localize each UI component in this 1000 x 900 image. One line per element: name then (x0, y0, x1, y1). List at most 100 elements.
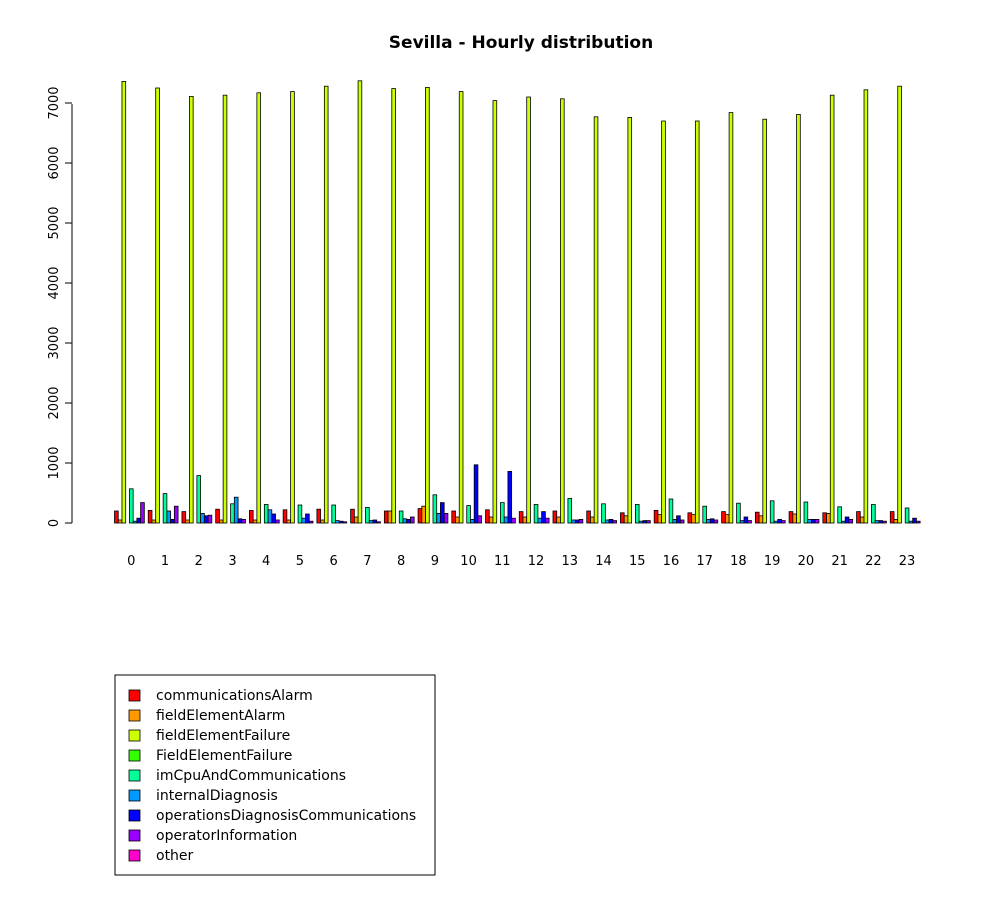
bar-imCpuAndCommunications (129, 488, 134, 524)
bar-operationsDiagnosisCommunications (709, 518, 715, 524)
bar-operatorInformation (511, 517, 516, 524)
bar-operationsDiagnosisCommunications (777, 519, 782, 524)
y-tick-label: 6000 (47, 146, 62, 179)
y-tick-label: 2000 (47, 386, 62, 419)
bar-operatorInformation (882, 520, 887, 524)
bar-operatorInformation (173, 505, 179, 524)
x-tick-label: 17 (696, 554, 713, 569)
x-tick-label: 23 (899, 554, 916, 569)
y-tick-label: 0 (47, 519, 62, 527)
bar-operatorInformation (544, 517, 550, 524)
bar-imCpuAndCommunications (702, 505, 707, 524)
bar-fieldElementAlarm (556, 516, 561, 524)
bar-internalDiagnosis (402, 518, 408, 524)
x-tick-label: 18 (730, 554, 747, 569)
bar-imCpuAndCommunications (230, 503, 235, 524)
bar-internalDiagnosis (200, 513, 205, 524)
legend-label-operatorInformation: operatorInformation (156, 828, 297, 844)
bar-communicationsAlarm (687, 512, 693, 524)
y-tick-label: 7000 (47, 86, 62, 119)
bar-fieldElementAlarm (826, 513, 831, 524)
legend-swatch-fieldElementAlarm (128, 709, 141, 722)
bar-operationsDiagnosisCommunications (811, 519, 816, 524)
bar-internalDiagnosis (301, 517, 306, 524)
bar-operationsDiagnosisCommunications (743, 516, 749, 524)
x-tick-label: 2 (195, 554, 203, 569)
bar-fieldElementFailure (323, 85, 329, 524)
bar-fieldElementAlarm (219, 519, 224, 524)
bar-fieldElementAlarm (185, 519, 190, 524)
chart-title: Sevilla - Hourly distribution (389, 33, 653, 53)
bar-fieldElementAlarm (522, 516, 528, 524)
bar-internalDiagnosis (739, 520, 745, 524)
bar-internalDiagnosis (908, 520, 914, 524)
bar-communicationsAlarm (889, 511, 895, 524)
bar-operatorInformation (916, 520, 921, 524)
bar-fieldElementFailure (155, 87, 160, 524)
bar-communicationsAlarm (282, 509, 288, 524)
y-tick-label: 5000 (47, 206, 62, 239)
bar-operatorInformation (376, 521, 381, 524)
legend-label-operationsDiagnosisCommunications: operationsDiagnosisCommunications (156, 808, 416, 824)
bar-operationsDiagnosisCommunications (473, 464, 479, 524)
bar-imCpuAndCommunications (837, 506, 842, 524)
bar-series-group (114, 80, 921, 524)
bar-communicationsAlarm (586, 510, 591, 524)
bar-communicationsAlarm (754, 511, 760, 524)
x-tick-label: 3 (228, 554, 236, 569)
bar-fieldElementAlarm (387, 510, 393, 524)
x-tick-label: 13 (561, 554, 578, 569)
legend-swatch-operationsDiagnosisCommunications (128, 809, 141, 822)
bar-fieldElementAlarm (151, 519, 157, 524)
bar-internalDiagnosis (571, 519, 576, 524)
bar-fieldElementAlarm (792, 513, 797, 524)
bar-imCpuAndCommunications (769, 500, 775, 524)
bar-imCpuAndCommunications (736, 502, 741, 524)
bar-internalDiagnosis (706, 519, 711, 524)
bar-fieldElementAlarm (286, 519, 292, 524)
bar-fieldElementAlarm (758, 515, 764, 524)
bar-internalDiagnosis (335, 520, 340, 524)
bar-imCpuAndCommunications (871, 503, 876, 524)
x-tick-label: 11 (494, 554, 511, 569)
bar-imCpuAndCommunications (601, 503, 606, 524)
x-axis-labels: 0 1 2 3 4 5 6 7 8 9 10 11 12 13 14 15 16 17 18 19 20 21 22 23 (127, 554, 915, 569)
bar-operatorInformation (207, 514, 213, 524)
bar-communicationsAlarm (620, 512, 625, 524)
y-tick-label: 1000 (47, 446, 62, 479)
bar-internalDiagnosis (874, 520, 880, 524)
y-tick-label: 4000 (47, 266, 62, 299)
bar-communicationsAlarm (552, 510, 558, 524)
bar-internalDiagnosis (368, 520, 374, 524)
bar-fieldElementFailure (863, 89, 869, 524)
bar-communicationsAlarm (822, 512, 827, 524)
bar-communicationsAlarm (856, 511, 861, 524)
legend-label-fieldElementFailure: fieldElementFailure (156, 728, 290, 744)
bar-operationsDiagnosisCommunications (372, 519, 378, 524)
bar-internalDiagnosis (503, 516, 509, 524)
bar-internalDiagnosis (807, 519, 812, 524)
legend: communicationsAlarm fieldElementAlarm fiel… (114, 674, 436, 876)
bar-fieldElementAlarm (893, 519, 899, 524)
bar-internalDiagnosis (166, 510, 172, 524)
x-tick-label: 4 (262, 554, 270, 569)
bar-communicationsAlarm (485, 509, 490, 524)
bar-fieldElementFailure (526, 96, 531, 524)
y-tick-label: 3000 (47, 326, 62, 359)
bar-fieldElementFailure (222, 94, 228, 524)
bar-imCpuAndCommunications (668, 498, 674, 524)
legend-swatch-communicationsAlarm (128, 689, 141, 702)
bar-fieldElementFailure (560, 98, 565, 524)
bar-communicationsAlarm (350, 508, 355, 524)
x-tick-label: 21 (831, 554, 848, 569)
bar-internalDiagnosis (233, 496, 239, 524)
bar-operationsDiagnosisCommunications (608, 519, 614, 524)
bar-imCpuAndCommunications (904, 507, 910, 524)
bar-fieldElementAlarm (590, 516, 595, 524)
bar-fieldElementAlarm (117, 519, 123, 524)
bar-fieldElementFailure (762, 118, 767, 524)
bar-internalDiagnosis (470, 519, 475, 524)
bar-operationsDiagnosisCommunications (878, 520, 884, 524)
bar-imCpuAndCommunications (634, 503, 640, 524)
bar-operatorInformation (140, 502, 145, 524)
